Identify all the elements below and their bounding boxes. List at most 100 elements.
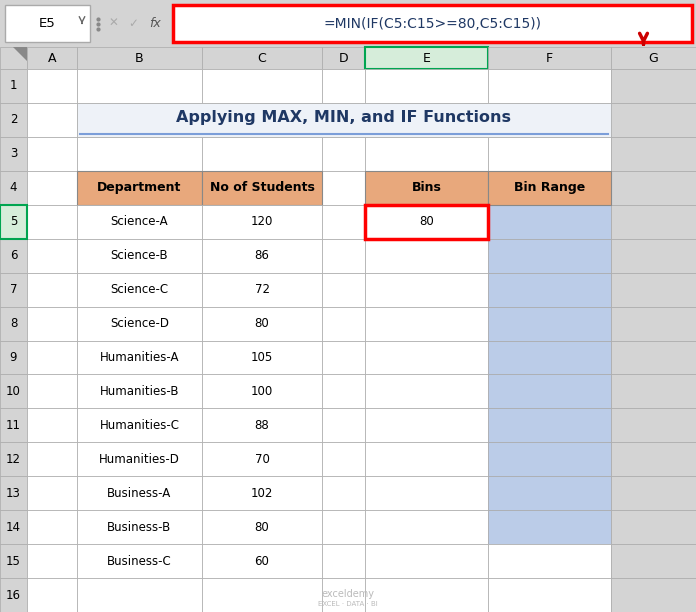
Bar bbox=[5, 5, 90, 42]
Bar bbox=[488, 47, 611, 69]
Bar bbox=[27, 103, 77, 137]
Bar bbox=[0, 0, 696, 47]
Bar bbox=[202, 544, 322, 578]
Bar bbox=[365, 544, 488, 578]
Bar bbox=[0, 408, 27, 442]
Bar bbox=[365, 307, 488, 340]
Bar bbox=[27, 510, 77, 544]
Bar bbox=[611, 171, 696, 205]
Text: G: G bbox=[649, 51, 658, 64]
Bar bbox=[488, 69, 611, 103]
Bar bbox=[365, 137, 488, 171]
Bar bbox=[202, 375, 322, 408]
Bar bbox=[77, 272, 202, 307]
Text: EXCEL · DATA · BI: EXCEL · DATA · BI bbox=[318, 601, 378, 607]
Bar bbox=[365, 510, 488, 544]
Bar bbox=[611, 272, 696, 307]
Text: 12: 12 bbox=[6, 453, 21, 466]
Bar bbox=[27, 171, 77, 205]
Bar bbox=[77, 476, 202, 510]
Text: E: E bbox=[422, 51, 430, 64]
Text: 120: 120 bbox=[251, 215, 274, 228]
Bar bbox=[322, 47, 365, 69]
Bar bbox=[77, 307, 202, 340]
Text: Department: Department bbox=[97, 181, 182, 194]
Text: 80: 80 bbox=[255, 317, 269, 330]
Text: A: A bbox=[48, 51, 56, 64]
Bar bbox=[0, 47, 27, 69]
Bar bbox=[202, 578, 322, 612]
Bar bbox=[202, 171, 322, 205]
Bar bbox=[0, 375, 27, 408]
Bar bbox=[488, 476, 611, 510]
Text: 11: 11 bbox=[6, 419, 21, 432]
Bar bbox=[488, 442, 611, 476]
Text: 15: 15 bbox=[6, 554, 21, 567]
Bar bbox=[365, 340, 488, 375]
Text: Business-C: Business-C bbox=[107, 554, 172, 567]
Bar bbox=[202, 171, 322, 205]
Bar bbox=[488, 205, 611, 239]
Bar bbox=[202, 442, 322, 476]
Bar bbox=[365, 408, 488, 442]
Text: Business-B: Business-B bbox=[107, 521, 172, 534]
Bar bbox=[365, 103, 488, 137]
Bar bbox=[77, 47, 202, 69]
Bar bbox=[77, 375, 202, 408]
Bar bbox=[202, 408, 322, 442]
Bar bbox=[202, 69, 322, 103]
Bar bbox=[77, 340, 202, 375]
Bar bbox=[0, 544, 27, 578]
Text: 1: 1 bbox=[10, 80, 17, 92]
Bar bbox=[365, 442, 488, 476]
Bar bbox=[202, 442, 322, 476]
Bar bbox=[365, 69, 488, 103]
Bar bbox=[322, 103, 365, 137]
Bar bbox=[611, 103, 696, 137]
Bar bbox=[488, 408, 611, 442]
Text: 60: 60 bbox=[255, 554, 269, 567]
Bar bbox=[611, 340, 696, 375]
Bar bbox=[77, 205, 202, 239]
Bar bbox=[611, 510, 696, 544]
Text: ✓: ✓ bbox=[128, 17, 138, 30]
Bar bbox=[322, 578, 365, 612]
Text: 3: 3 bbox=[10, 147, 17, 160]
Bar bbox=[27, 239, 77, 272]
Bar bbox=[77, 408, 202, 442]
Bar bbox=[365, 272, 488, 307]
Bar bbox=[322, 239, 365, 272]
Bar bbox=[365, 239, 488, 272]
Bar bbox=[322, 408, 365, 442]
Text: Science-C: Science-C bbox=[111, 283, 168, 296]
Text: 80: 80 bbox=[255, 521, 269, 534]
Bar bbox=[488, 272, 611, 307]
Bar bbox=[202, 307, 322, 340]
Bar bbox=[27, 307, 77, 340]
Text: 88: 88 bbox=[255, 419, 269, 432]
Text: 9: 9 bbox=[10, 351, 17, 364]
Bar bbox=[322, 340, 365, 375]
Bar bbox=[611, 307, 696, 340]
Text: fx: fx bbox=[149, 17, 161, 30]
Text: 70: 70 bbox=[255, 453, 269, 466]
Bar bbox=[27, 442, 77, 476]
Bar bbox=[77, 103, 202, 137]
Text: Bins: Bins bbox=[411, 181, 441, 194]
Text: Science-D: Science-D bbox=[110, 317, 169, 330]
Bar bbox=[488, 510, 611, 544]
Bar bbox=[77, 476, 202, 510]
Bar bbox=[322, 510, 365, 544]
Text: exceldemy: exceldemy bbox=[322, 589, 374, 599]
Bar bbox=[0, 272, 27, 307]
Text: E5: E5 bbox=[39, 17, 56, 30]
Text: 6: 6 bbox=[10, 249, 17, 262]
Bar bbox=[488, 171, 611, 205]
Bar bbox=[202, 103, 322, 137]
Bar bbox=[611, 408, 696, 442]
Bar bbox=[77, 103, 611, 137]
Bar bbox=[27, 47, 77, 69]
Bar bbox=[202, 205, 322, 239]
Bar bbox=[77, 408, 202, 442]
Text: 2: 2 bbox=[10, 113, 17, 127]
